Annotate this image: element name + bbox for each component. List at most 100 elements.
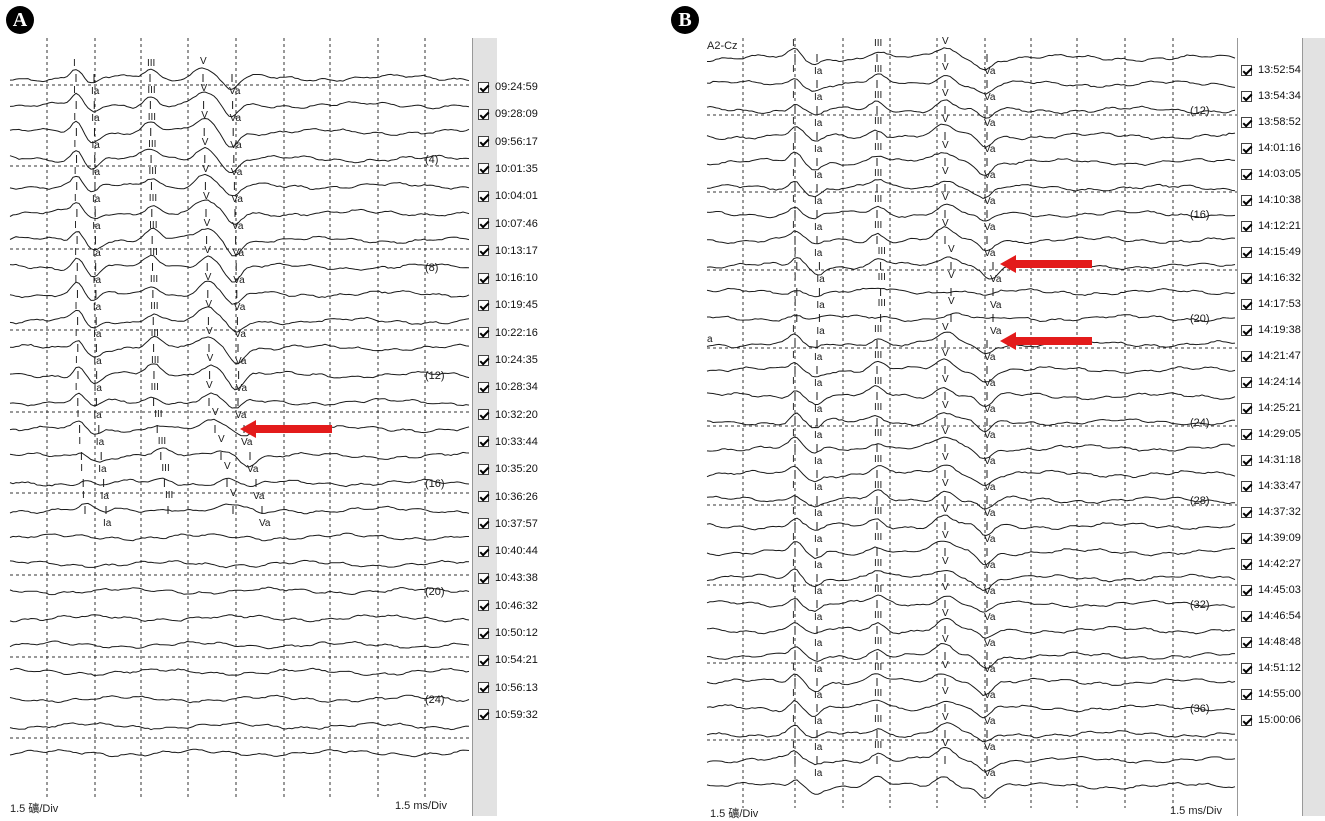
trace-checkbox[interactable] <box>1241 428 1252 440</box>
timestamp-row[interactable]: 10:04:01 <box>478 190 538 202</box>
trace-checkbox[interactable] <box>1241 610 1252 622</box>
timestamp-row[interactable]: 15:00:06 <box>1241 714 1301 726</box>
timestamp-row[interactable]: 10:07:46 <box>478 218 538 230</box>
timestamp-row[interactable]: 10:59:32 <box>478 709 538 721</box>
trace-checkbox[interactable] <box>478 491 489 502</box>
timestamp-row[interactable]: 10:16:10 <box>478 272 538 284</box>
trace-checkbox[interactable] <box>478 245 489 257</box>
trace-checkbox[interactable] <box>478 272 489 284</box>
timestamp-row[interactable]: 13:54:34 <box>1241 90 1301 102</box>
timestamp-row[interactable]: 10:01:35 <box>478 163 538 175</box>
trace-checkbox[interactable] <box>1241 116 1252 128</box>
timestamp-row[interactable]: 10:36:26 <box>478 491 538 503</box>
timestamp-row[interactable]: 14:03:05 <box>1241 168 1301 180</box>
timestamp-row[interactable]: 10:54:21 <box>478 654 538 666</box>
trace-checkbox[interactable] <box>478 409 489 421</box>
timestamp-row[interactable]: 14:15:49 <box>1241 246 1301 258</box>
trace-checkbox[interactable] <box>478 518 489 530</box>
trace-checkbox[interactable] <box>1241 480 1252 492</box>
trace-checkbox[interactable] <box>478 436 489 448</box>
trace-checkbox[interactable] <box>1241 90 1252 102</box>
timestamp-row[interactable]: 14:31:18 <box>1241 454 1301 466</box>
trace-checkbox[interactable] <box>1241 584 1252 596</box>
timestamp-row[interactable]: 14:33:47 <box>1241 480 1301 492</box>
trace-checkbox[interactable] <box>1241 714 1252 726</box>
timestamp-row[interactable]: 10:40:44 <box>478 545 538 557</box>
trace-checkbox[interactable] <box>478 136 489 148</box>
timestamp-row[interactable]: 14:19:38 <box>1241 324 1301 336</box>
trace-checkbox[interactable] <box>478 190 489 202</box>
trace-checkbox[interactable] <box>1241 168 1252 180</box>
timestamp-row[interactable]: 14:55:00 <box>1241 688 1301 700</box>
trace-checkbox[interactable] <box>478 218 489 229</box>
timestamp-row[interactable]: 09:24:59 <box>478 81 538 93</box>
timestamp-row[interactable]: 10:56:13 <box>478 682 538 694</box>
trace-checkbox[interactable] <box>1241 376 1252 388</box>
trace-checkbox[interactable] <box>1241 298 1252 310</box>
trace-checkbox[interactable] <box>1241 532 1252 544</box>
trace-checkbox[interactable] <box>1241 350 1252 362</box>
trace-checkbox[interactable] <box>478 682 489 694</box>
trace-checkbox[interactable] <box>1241 272 1252 284</box>
timestamp-row[interactable]: 14:24:14 <box>1241 376 1301 388</box>
timestamp-row[interactable]: 14:45:03 <box>1241 584 1301 596</box>
trace-checkbox[interactable] <box>478 81 489 93</box>
timestamp-row[interactable]: 10:22:16 <box>478 327 538 339</box>
trace-checkbox[interactable] <box>1241 402 1252 414</box>
trace-checkbox[interactable] <box>1241 220 1252 232</box>
timestamp-row[interactable]: 14:25:21 <box>1241 402 1301 414</box>
trace-checkbox[interactable] <box>478 163 489 175</box>
trace-checkbox[interactable] <box>1241 246 1252 258</box>
trace-checkbox[interactable] <box>478 327 489 339</box>
trace-checkbox[interactable] <box>478 572 489 584</box>
timestamp-row[interactable]: 09:56:17 <box>478 136 538 148</box>
timestamp-row[interactable]: 14:51:12 <box>1241 662 1301 674</box>
timestamp-row[interactable]: 14:29:05 <box>1241 428 1301 440</box>
timestamp-row[interactable]: 14:48:48 <box>1241 636 1301 648</box>
trace-checkbox[interactable] <box>1241 454 1252 466</box>
timestamp-row[interactable]: 09:28:09 <box>478 108 538 120</box>
timestamp-row[interactable]: 10:28:34 <box>478 381 538 393</box>
timestamp-row[interactable]: 10:46:32 <box>478 600 538 612</box>
timestamp-row[interactable]: 10:33:44 <box>478 436 538 448</box>
timestamp-row[interactable]: 14:46:54 <box>1241 610 1301 622</box>
timestamp-row[interactable]: 14:37:32 <box>1241 506 1301 518</box>
trace-checkbox[interactable] <box>1241 506 1252 518</box>
trace-checkbox[interactable] <box>1241 64 1252 76</box>
trace-checkbox[interactable] <box>478 627 489 639</box>
trace-checkbox[interactable] <box>478 600 489 612</box>
timestamp-row[interactable]: 14:21:47 <box>1241 350 1301 362</box>
timestamp-row[interactable]: 14:42:27 <box>1241 558 1301 570</box>
trace-checkbox[interactable] <box>1241 636 1252 648</box>
trace-checkbox[interactable] <box>1241 194 1252 206</box>
trace-checkbox[interactable] <box>1241 324 1252 336</box>
timestamp-row[interactable]: 13:58:52 <box>1241 116 1301 128</box>
timestamp-row[interactable]: 10:37:57 <box>478 518 538 530</box>
trace-checkbox[interactable] <box>478 108 489 120</box>
trace-checkbox[interactable] <box>478 463 489 475</box>
timestamp-row[interactable]: 14:39:09 <box>1241 532 1301 544</box>
trace-checkbox[interactable] <box>478 354 489 366</box>
timestamp-row[interactable]: 14:12:21 <box>1241 220 1301 232</box>
trace-checkbox[interactable] <box>478 381 489 393</box>
timestamp-row[interactable]: 14:17:53 <box>1241 298 1301 310</box>
timestamp-row[interactable]: 13:52:54 <box>1241 64 1301 76</box>
timestamp-row[interactable]: 10:24:35 <box>478 354 538 366</box>
trace-checkbox[interactable] <box>1241 688 1252 700</box>
timestamp-row[interactable]: 10:19:45 <box>478 299 538 311</box>
timestamp-row[interactable]: 10:32:20 <box>478 409 538 421</box>
trace-checkbox[interactable] <box>478 299 489 311</box>
trace-checkbox[interactable] <box>478 545 489 557</box>
timestamp-row[interactable]: 14:16:32 <box>1241 272 1301 284</box>
trace-checkbox[interactable] <box>1241 142 1252 154</box>
timestamp-row[interactable]: 14:10:38 <box>1241 194 1301 206</box>
timestamp-row[interactable]: 10:35:20 <box>478 463 538 475</box>
trace-checkbox[interactable] <box>478 654 489 666</box>
trace-checkbox[interactable] <box>1241 662 1252 674</box>
scroll-strip-b[interactable] <box>1302 38 1325 816</box>
timestamp-row[interactable]: 10:13:17 <box>478 245 538 257</box>
trace-checkbox[interactable] <box>1241 558 1252 570</box>
timestamp-row[interactable]: 10:43:38 <box>478 572 538 584</box>
trace-checkbox[interactable] <box>478 709 489 721</box>
timestamp-row[interactable]: 10:50:12 <box>478 627 538 639</box>
